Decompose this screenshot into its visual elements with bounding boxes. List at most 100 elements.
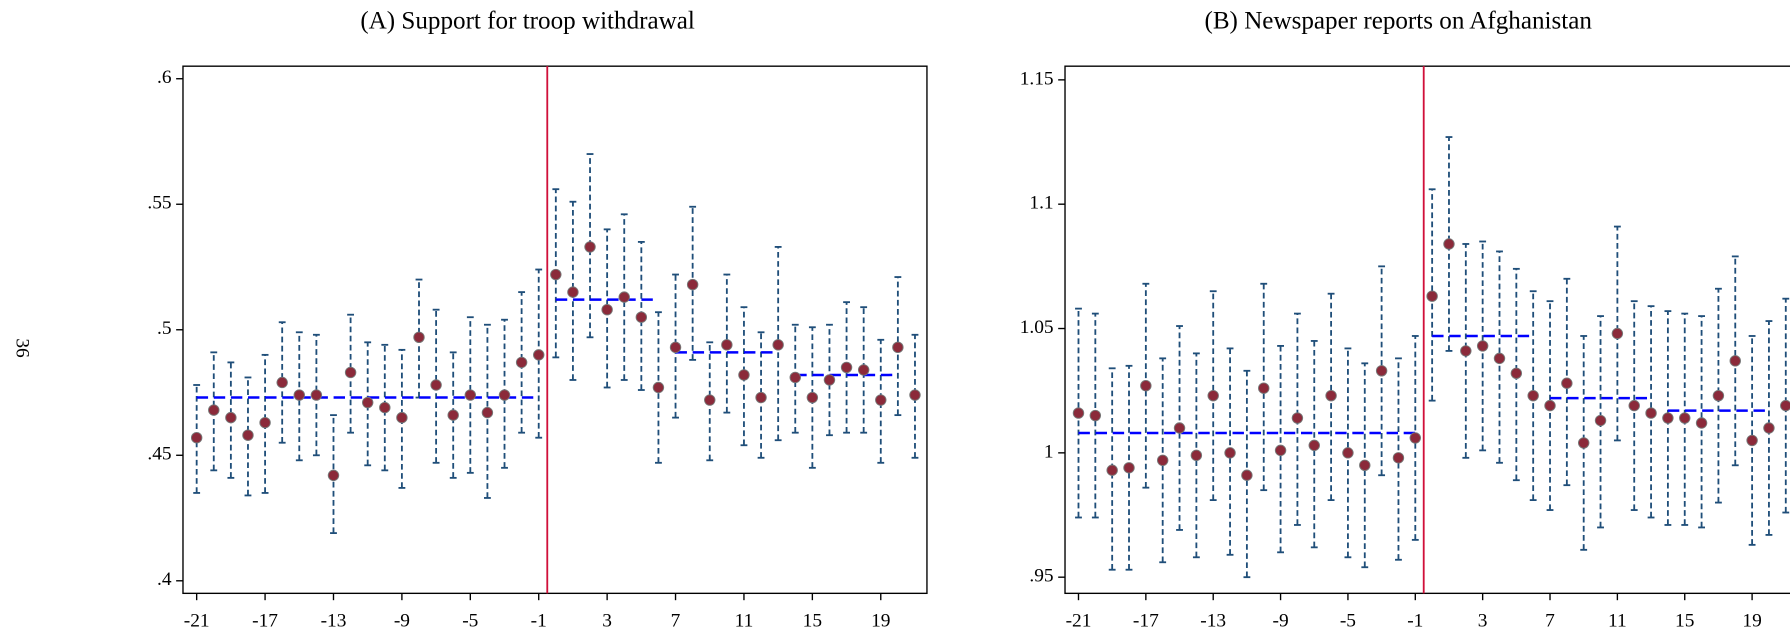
point: [498, 389, 511, 401]
point: [1679, 412, 1691, 424]
point: [208, 404, 220, 416]
point: [1106, 464, 1118, 476]
point: [1443, 238, 1455, 250]
x-tick-label: 11: [735, 610, 754, 631]
point: [909, 389, 921, 401]
point: [1224, 447, 1236, 459]
x-tick-label: 15: [1675, 610, 1694, 631]
point: [1544, 399, 1556, 412]
point: [1123, 462, 1135, 474]
point: [823, 374, 836, 386]
point: [635, 311, 648, 323]
y-tick-label: 1: [1044, 441, 1054, 462]
x-tick-label: 3: [602, 610, 612, 631]
x-tick-label: -1: [1407, 610, 1423, 631]
point: [1476, 340, 1489, 352]
x-tick-label: -5: [1340, 610, 1356, 631]
point: [857, 364, 870, 376]
point: [1561, 377, 1573, 389]
point: [1274, 444, 1287, 457]
x-tick-label: -17: [252, 610, 278, 631]
point: [892, 341, 904, 354]
x-tick-label: -13: [321, 610, 347, 631]
y-tick-label: .6: [157, 67, 172, 88]
point: [1426, 290, 1438, 302]
x-tick-label: 7: [1545, 610, 1555, 631]
point: [413, 331, 425, 343]
point: [1695, 417, 1708, 429]
point: [1291, 412, 1304, 424]
point: [190, 432, 203, 444]
point: [1173, 422, 1186, 434]
y-tick-label: 1.1: [1029, 193, 1053, 214]
x-tick-label: -21: [184, 610, 210, 631]
point: [1342, 447, 1354, 459]
point: [584, 241, 596, 253]
x-tick-label: -5: [462, 610, 478, 631]
point: [1190, 449, 1203, 462]
chart-title: (B) Newspaper reports on Afghanistan: [1204, 8, 1592, 35]
point: [1628, 399, 1640, 412]
point: [875, 394, 887, 406]
x-tick-label: 15: [803, 610, 822, 631]
point: [1662, 412, 1674, 424]
point: [1527, 389, 1539, 402]
point: [225, 411, 237, 424]
x-tick-label: -9: [394, 610, 410, 631]
y-tick-label: .55: [147, 193, 171, 214]
x-tick-label: -17: [1133, 610, 1159, 631]
point: [1258, 382, 1270, 394]
x-tick-label: -21: [1066, 610, 1092, 631]
point: [1140, 380, 1152, 392]
point: [806, 391, 819, 404]
point: [1460, 345, 1472, 357]
point: [276, 376, 288, 389]
point: [1241, 469, 1253, 481]
y-tick-label: .45: [147, 444, 171, 465]
x-tick-label: -1: [531, 610, 547, 631]
point: [686, 278, 699, 291]
y-tick-label: .95: [1029, 566, 1053, 587]
x-tick-label: 19: [1742, 610, 1761, 631]
point: [533, 349, 545, 361]
point: [1493, 352, 1506, 365]
page-number: 36: [12, 338, 33, 358]
point: [618, 291, 630, 303]
plot-frame: [1064, 65, 1790, 595]
x-tick-label: 19: [871, 610, 890, 631]
point: [704, 394, 716, 406]
point: [567, 286, 579, 298]
point: [772, 339, 784, 351]
point: [344, 366, 357, 379]
point: [1510, 367, 1523, 379]
point: [1729, 355, 1741, 367]
point: [1645, 407, 1657, 419]
point: [310, 389, 323, 401]
point: [789, 371, 801, 384]
point: [1763, 422, 1775, 434]
point: [669, 341, 682, 354]
x-tick-label: -9: [1273, 610, 1289, 631]
x-tick-label: 3: [1478, 610, 1488, 631]
point: [1746, 434, 1758, 447]
point: [1359, 459, 1371, 471]
point: [1392, 452, 1405, 464]
point: [601, 303, 613, 316]
point: [738, 369, 750, 381]
x-tick-label: 7: [671, 610, 681, 631]
point: [242, 429, 254, 441]
point: [293, 389, 305, 401]
point: [481, 406, 494, 419]
point: [1611, 327, 1624, 340]
y-tick-label: .5: [157, 318, 172, 339]
x-tick-label: 11: [1608, 610, 1627, 631]
point: [1594, 414, 1607, 427]
point: [396, 411, 408, 424]
point: [721, 339, 733, 351]
point: [755, 391, 767, 404]
point: [447, 409, 459, 421]
point: [327, 469, 340, 482]
point: [361, 396, 374, 409]
